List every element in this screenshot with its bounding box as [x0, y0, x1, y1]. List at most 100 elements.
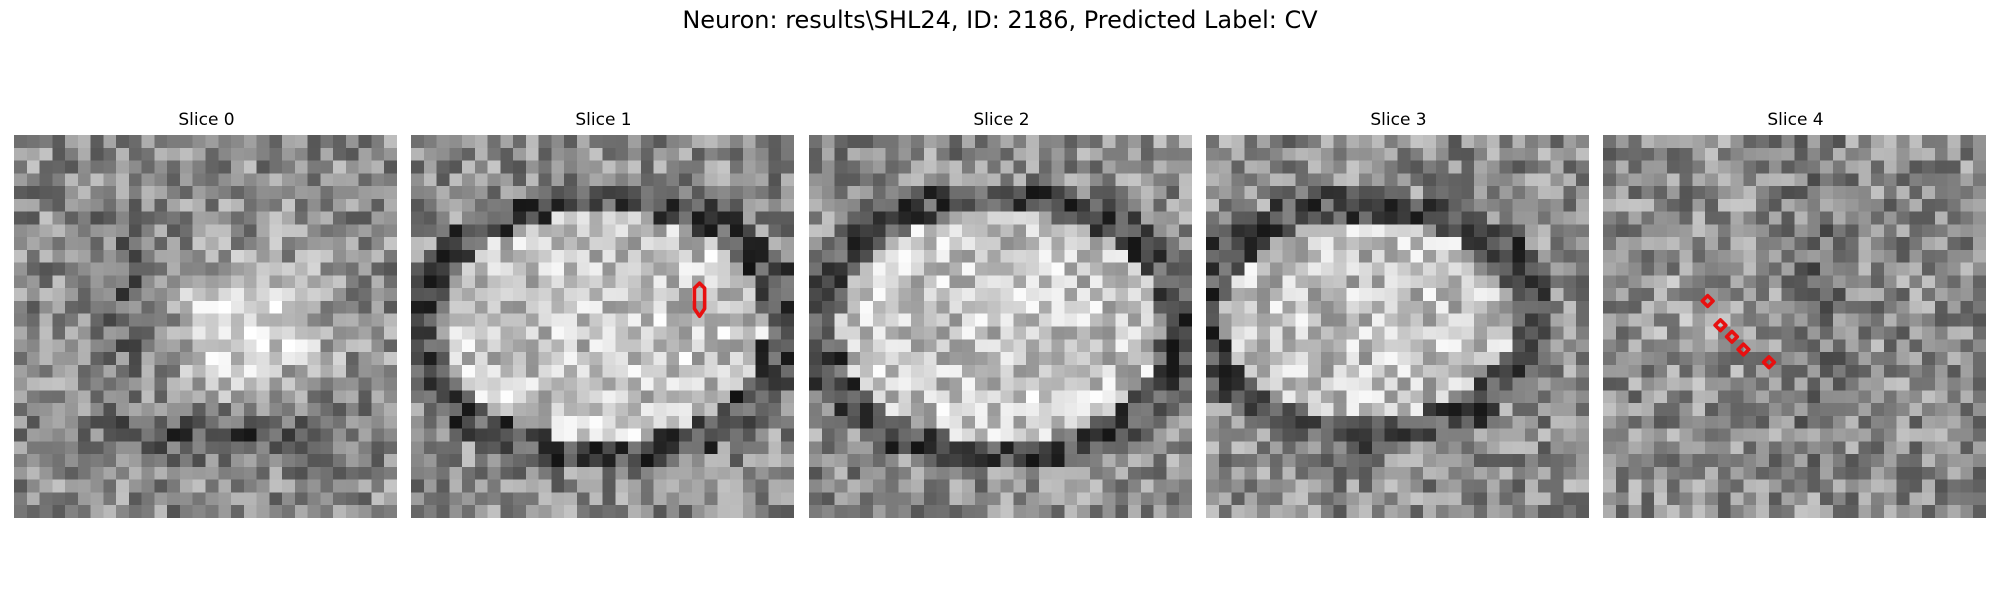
pixel [1448, 403, 1462, 417]
pixel [65, 313, 79, 327]
pixel [691, 160, 705, 174]
pixel [1615, 454, 1629, 468]
pixel [384, 479, 397, 493]
pixel [1934, 211, 1948, 225]
pixel [1563, 224, 1577, 238]
pixel [691, 249, 705, 263]
slice-image-3 [1206, 135, 1589, 518]
pixel [1896, 492, 1910, 506]
pixel [1781, 262, 1795, 276]
pixel [1153, 198, 1167, 212]
pixel [1973, 249, 1986, 263]
pixel [1717, 428, 1731, 442]
pixel [1140, 186, 1154, 200]
pixel [538, 466, 552, 480]
pixel [1576, 352, 1589, 366]
pixel [462, 377, 476, 391]
pixel [589, 364, 603, 378]
pixel [564, 403, 578, 417]
pixel [1845, 326, 1859, 340]
pixel [1730, 505, 1744, 518]
pixel [423, 160, 437, 174]
pixel [872, 454, 886, 468]
pixel [1410, 224, 1424, 238]
pixel [730, 454, 744, 468]
pixel [1845, 224, 1859, 238]
pixel [1346, 147, 1360, 161]
pixel [538, 160, 552, 174]
pixel [52, 147, 66, 161]
pixel [847, 454, 861, 468]
pixel [589, 441, 603, 455]
pixel [872, 466, 886, 480]
pixel [1244, 300, 1258, 314]
pixel [39, 198, 53, 212]
pixel [704, 403, 718, 417]
pixel [911, 390, 925, 404]
pixel [1960, 135, 1974, 149]
pixel [1820, 377, 1834, 391]
pixel [26, 326, 40, 340]
pixel [1089, 262, 1103, 276]
pixel [1179, 415, 1192, 429]
pixel [294, 466, 308, 480]
pixel [1231, 288, 1245, 302]
pixel [1512, 147, 1526, 161]
pixel [1320, 211, 1334, 225]
pixel [809, 186, 823, 200]
pixel [1206, 364, 1220, 378]
pixel [1282, 300, 1296, 314]
pixel [1628, 479, 1642, 493]
pixel [1346, 377, 1360, 391]
pixel [628, 415, 642, 429]
pixel [1705, 466, 1719, 480]
pixel [923, 313, 937, 327]
pixel [1730, 160, 1744, 174]
pixel [1179, 403, 1192, 417]
pixel [1615, 186, 1629, 200]
pixel [872, 428, 886, 442]
pixel [1038, 313, 1052, 327]
pixel [1705, 186, 1719, 200]
pixel [1423, 428, 1437, 442]
pixel [1089, 198, 1103, 212]
pixel [564, 288, 578, 302]
pixel [345, 441, 359, 455]
pixel [809, 237, 823, 251]
pixel [781, 186, 794, 200]
pixel [1947, 364, 1961, 378]
pixel [1295, 313, 1309, 327]
pixel [320, 479, 334, 493]
pixel [231, 428, 245, 442]
pixel [1781, 454, 1795, 468]
pixel [1371, 441, 1385, 455]
pixel [847, 326, 861, 340]
pixel [717, 339, 731, 353]
pixel [1909, 262, 1923, 276]
pixel [1576, 454, 1589, 468]
pixel [1410, 428, 1424, 442]
pixel [653, 441, 667, 455]
pixel [1486, 339, 1500, 353]
pixel [1359, 313, 1373, 327]
pixel [755, 428, 769, 442]
pixel [1026, 390, 1040, 404]
pixel [742, 415, 756, 429]
pixel [1768, 454, 1782, 468]
pixel [602, 352, 616, 366]
pixel [1550, 454, 1564, 468]
pixel [576, 428, 590, 442]
pixel [1140, 237, 1154, 251]
pixel [128, 147, 142, 161]
pixel [1179, 390, 1192, 404]
pixel [987, 428, 1001, 442]
pixel [1641, 198, 1655, 212]
pixel [1525, 352, 1539, 366]
pixel [691, 479, 705, 493]
pixel [936, 505, 950, 518]
pixel [1922, 428, 1936, 442]
pixel [1384, 352, 1398, 366]
pixel [423, 147, 437, 161]
pixel [898, 135, 912, 149]
pixel [1717, 441, 1731, 455]
